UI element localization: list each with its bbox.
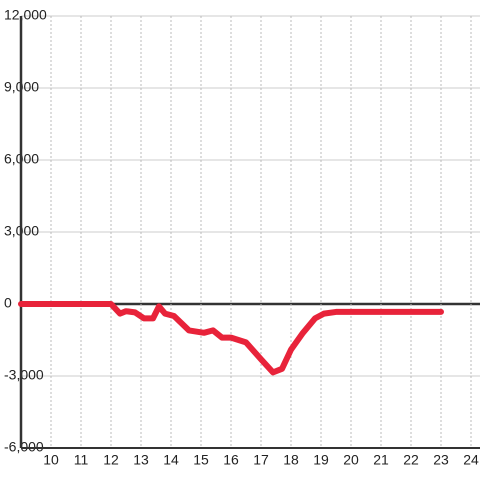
x-tick-label: 10 xyxy=(43,452,59,468)
x-tick-label: 13 xyxy=(133,452,149,468)
x-tick-label: 23 xyxy=(433,452,449,468)
x-tick-label: 22 xyxy=(403,452,419,468)
y-tick-label: -3,000 xyxy=(4,367,44,383)
x-tick-label: 24 xyxy=(463,452,479,468)
y-tick-label: 12,000 xyxy=(4,7,47,23)
x-tick-label: 16 xyxy=(223,452,239,468)
x-tick-label: 19 xyxy=(313,452,329,468)
data-line xyxy=(18,301,444,376)
x-tick-label: 15 xyxy=(193,452,209,468)
x-tick-label: 12 xyxy=(103,452,119,468)
x-tick-label: 20 xyxy=(343,452,359,468)
x-tick-label: 21 xyxy=(373,452,389,468)
x-tick-label: 11 xyxy=(74,452,89,468)
x-tick-label: 18 xyxy=(283,452,299,468)
y-tick-label: -6,000 xyxy=(4,439,44,455)
y-tick-label: 0 xyxy=(4,295,12,311)
x-tick-label: 14 xyxy=(163,452,179,468)
x-tick-label: 17 xyxy=(253,452,269,468)
